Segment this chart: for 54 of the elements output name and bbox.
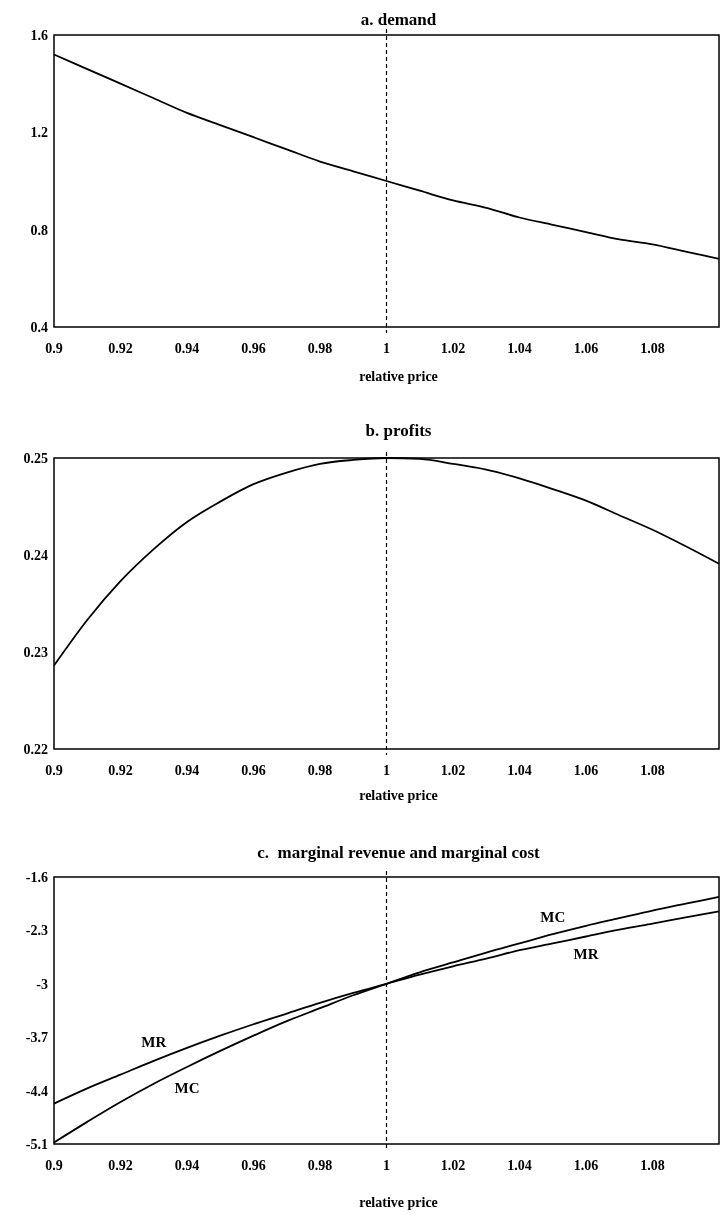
x-tick-label: 1.06 <box>573 1158 599 1173</box>
x-tick-label: 1.04 <box>507 763 532 778</box>
y-tick-label: -2.3 <box>25 923 48 939</box>
x-tick-label: 1.02 <box>440 341 466 356</box>
chart-title: c. marginal revenue and marginal cost <box>257 843 541 862</box>
x-tick-label: 0.98 <box>307 341 333 356</box>
y-tick-label: -3 <box>36 976 48 992</box>
x-tick-label: 1 <box>383 341 390 356</box>
x-tick-label: 1.08 <box>640 1158 665 1173</box>
x-tick-label: 0.92 <box>108 1158 133 1173</box>
x-tick-label: 1.08 <box>640 763 665 778</box>
x-tick-label: 1 <box>383 763 390 778</box>
y-tick-label: 1.6 <box>30 27 48 43</box>
x-tick-label: 0.96 <box>241 341 266 356</box>
y-tick-label: -4.4 <box>25 1083 48 1099</box>
y-tick-label: -3.7 <box>25 1030 48 1046</box>
y-tick-label: 1.2 <box>30 125 48 141</box>
x-tick-label: 0.96 <box>241 1158 266 1173</box>
chart-title: b. profits <box>365 421 432 440</box>
text: MC <box>174 1079 200 1096</box>
x-tick-label: 0.98 <box>307 1158 333 1173</box>
chart-title: a. demand <box>360 10 437 29</box>
x-tick-label: 0.96 <box>241 763 266 778</box>
x-tick-label: 1.08 <box>640 341 665 356</box>
y-tick-label: 0.4 <box>30 319 48 335</box>
series-label: MC <box>540 909 566 926</box>
x-tick-label: 0.94 <box>174 1158 200 1173</box>
x-tick-label: 1.06 <box>573 341 599 356</box>
x-tick-label: 1.02 <box>440 1158 466 1173</box>
x-tick-label: 1 <box>383 1158 390 1173</box>
x-tick-label: 1.02 <box>440 763 466 778</box>
x-tick-label: 0.9 <box>45 763 63 778</box>
y-tick-label: -5.1 <box>25 1136 48 1152</box>
series-label: MR <box>141 1033 167 1050</box>
x-tick-label: 0.92 <box>108 341 133 356</box>
y-tick-label: 0.24 <box>23 547 48 563</box>
y-tick-label: 0.25 <box>23 450 48 466</box>
y-tick-label: 0.23 <box>23 644 48 660</box>
x-tick-label: 0.9 <box>45 1158 63 1173</box>
y-tick-label: 0.22 <box>23 741 48 757</box>
x-tick-label: 0.94 <box>174 341 200 356</box>
x-axis-title: relative price <box>359 1195 438 1210</box>
x-tick-label: 0.9 <box>45 341 63 356</box>
text: MR <box>573 945 599 962</box>
x-axis-title: relative price <box>359 788 438 803</box>
x-tick-label: 0.98 <box>307 763 333 778</box>
x-tick-label: 0.94 <box>174 763 200 778</box>
x-tick-label: 1.06 <box>573 763 599 778</box>
x-axis-title: relative price <box>359 369 438 384</box>
x-tick-label: 1.04 <box>507 341 532 356</box>
x-tick-label: 0.92 <box>108 763 133 778</box>
y-tick-label: -1.6 <box>25 869 48 885</box>
y-tick-label: 0.8 <box>30 222 48 238</box>
x-tick-label: 1.04 <box>507 1158 532 1173</box>
